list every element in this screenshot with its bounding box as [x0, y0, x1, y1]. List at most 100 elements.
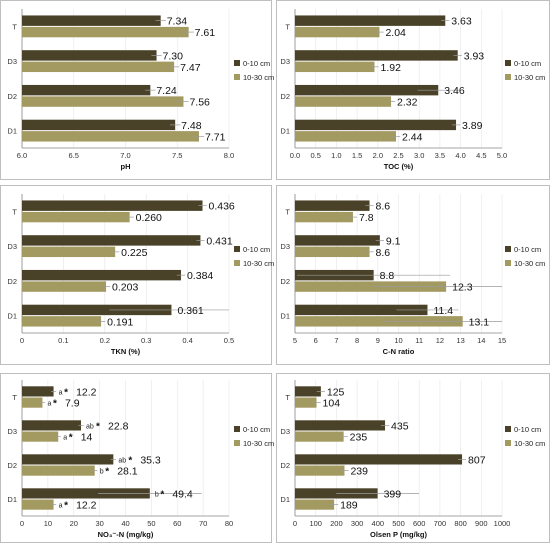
bar-10-30cm [22, 281, 107, 292]
legend-swatch [234, 246, 240, 252]
data-label: 0.361 [177, 305, 203, 317]
data-label: 2.32 [397, 97, 418, 109]
bar-0-10cm [295, 15, 446, 26]
x-tick-label: 4.5 [476, 151, 486, 160]
data-label: 0.203 [112, 282, 138, 294]
bar-0-10cm [22, 454, 114, 465]
data-label: 14 [81, 432, 93, 444]
legend-swatch [505, 246, 511, 252]
significance-letter: b [155, 491, 159, 498]
x-tick-label: 2.0 [373, 151, 383, 160]
significance-star: * [64, 387, 68, 398]
data-label: 7.61 [195, 27, 216, 39]
data-label: 13.1 [469, 316, 490, 328]
legend-entry: 0-10 cm [243, 425, 270, 434]
category-label: D2 [7, 277, 17, 286]
chart-panel-6: 0 100 200 300 400 500 600 700 800 900 1000 Olsen P … [276, 373, 550, 543]
category-label: T [12, 207, 17, 216]
bar-0-10cm [22, 269, 181, 281]
category-label: D2 [280, 461, 290, 470]
data-label: 22.8 [108, 420, 129, 432]
x-tick-label: 7.0 [120, 151, 130, 160]
legend-entry: 0-10 cm [514, 425, 541, 434]
bar-10-30cm [22, 211, 130, 223]
x-tick-label: 200 [330, 519, 343, 528]
legend-entry: 10-30 cm [514, 259, 545, 268]
legend-entry: 10-30 cm [243, 73, 274, 82]
bar-10-30cm [295, 96, 392, 107]
significance-star: * [69, 433, 73, 444]
x-tick-label: 12 [436, 336, 444, 345]
category-label: D2 [7, 461, 17, 470]
data-label: 1.92 [380, 62, 401, 74]
data-label: 7.48 [181, 120, 202, 132]
legend-swatch [505, 260, 511, 266]
significance-letter: b [100, 469, 104, 476]
x-tick-label: 14 [477, 336, 485, 345]
legend-entry: 10-30 cm [514, 439, 545, 448]
data-label: 0.260 [136, 212, 162, 224]
bar-10-30cm [22, 246, 116, 258]
x-axis-label: TKN (%) [111, 347, 141, 356]
data-label: 7.24 [156, 85, 177, 97]
data-label: 7.8 [359, 212, 374, 224]
category-label: T [285, 207, 290, 216]
x-tick-label: 70 [199, 519, 207, 528]
bar-0-10cm [295, 84, 439, 96]
legend-entry: 0-10 cm [243, 245, 270, 254]
legend-entry: 10-30 cm [243, 439, 274, 448]
x-tick-label: 1.5 [352, 151, 362, 160]
x-tick-label: 8.0 [224, 151, 234, 160]
data-label: 239 [350, 466, 368, 478]
data-label: 49.4 [172, 488, 193, 500]
x-tick-label: 500 [392, 519, 405, 528]
bar-10-30cm [295, 316, 463, 327]
category-label: D1 [7, 127, 17, 136]
data-label: 0.384 [187, 270, 213, 282]
data-label: 9.1 [386, 235, 401, 247]
bar-0-10cm [295, 50, 458, 61]
bar-0-10cm [295, 200, 370, 211]
bar-10-30cm [22, 397, 43, 408]
significance-star: * [96, 421, 100, 432]
chart-panel-1: 6.0 6.5 7.0 7.5 8.0 pH T 7.34 7.61 D3 7.307.47 D2 7.… [0, 0, 274, 180]
data-label: 7.9 [65, 398, 80, 410]
x-tick-label: 900 [475, 519, 488, 528]
data-label: 189 [340, 500, 358, 512]
legend-entry: 0-10 cm [514, 245, 541, 254]
legend-swatch [234, 440, 240, 446]
bar-10-30cm [22, 316, 102, 327]
x-tick-label: 80 [225, 519, 233, 528]
data-label: 3.46 [444, 85, 465, 97]
x-tick-label: 1000 [494, 519, 511, 528]
significance-letter: a [59, 503, 63, 510]
bar-0-10cm [295, 119, 457, 131]
data-label: 435 [391, 420, 409, 432]
category-label: D3 [280, 57, 290, 66]
legend-swatch [234, 426, 240, 432]
bar-0-10cm [295, 454, 463, 465]
significance-star: * [64, 501, 68, 512]
bar-0-10cm [295, 420, 386, 431]
category-label: T [12, 22, 17, 31]
data-label: 3.93 [464, 50, 485, 62]
category-label: D1 [7, 495, 17, 504]
legend-swatch [234, 60, 240, 66]
x-tick-label: 0.4 [182, 336, 192, 345]
x-tick-label: 10 [44, 519, 52, 528]
data-label: 2.04 [385, 27, 406, 39]
data-label: 807 [468, 454, 486, 466]
x-tick-label: 800 [454, 519, 467, 528]
data-label: 0.191 [107, 316, 133, 328]
x-tick-label: 600 [413, 519, 426, 528]
bar-0-10cm [295, 304, 428, 316]
data-label: 7.34 [167, 16, 188, 28]
x-tick-label: 11 [415, 336, 423, 345]
x-tick-label: 3.0 [414, 151, 424, 160]
legend-entry: 10-30 cm [243, 259, 274, 268]
significance-star: * [160, 489, 164, 500]
x-tick-label: 60 [173, 519, 181, 528]
data-label: 3.63 [451, 16, 472, 28]
